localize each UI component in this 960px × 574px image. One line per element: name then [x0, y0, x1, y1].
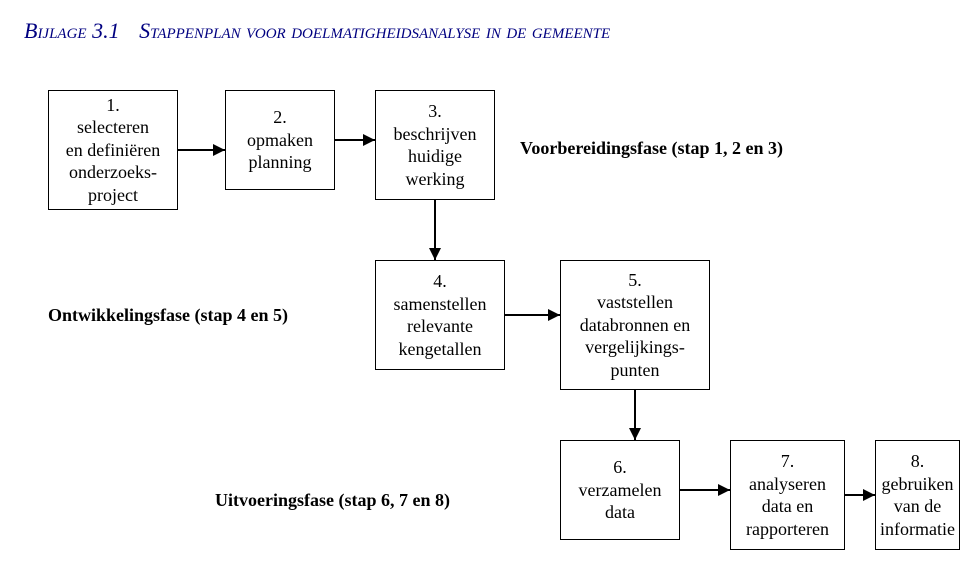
flow-node-label: 8.gebruikenvan deinformatie: [880, 450, 955, 540]
flow-node-label: 5.vaststellendatabronnen envergelijkings…: [580, 269, 690, 382]
flow-node-n2: 2.opmakenplanning: [225, 90, 335, 190]
flow-node-n7: 7.analyserendata enrapporteren: [730, 440, 845, 550]
flow-node-n5: 5.vaststellendatabronnen envergelijkings…: [560, 260, 710, 390]
page-title: Bijlage 3.1 Stappenplan voor doelmatighe…: [24, 18, 610, 44]
page: Bijlage 3.1 Stappenplan voor doelmatighe…: [0, 0, 960, 574]
flow-node-label: 3.beschrijvenhuidigewerking: [394, 100, 477, 190]
flow-node-n3: 3.beschrijvenhuidigewerking: [375, 90, 495, 200]
flow-node-label: 7.analyserendata enrapporteren: [746, 450, 829, 540]
flow-node-label: 2.opmakenplanning: [247, 106, 313, 174]
title-main: Stappenplan voor doelmatigheidsanalyse i…: [125, 18, 610, 43]
flow-node-n1: 1.selecterenen definiërenonderzoeks-proj…: [48, 90, 178, 210]
flow-node-n4: 4.samenstellenrelevantekengetallen: [375, 260, 505, 370]
flow-node-label: 4.samenstellenrelevantekengetallen: [394, 270, 487, 360]
flow-node-label: 1.selecterenen definiërenonderzoeks-proj…: [66, 94, 160, 207]
phase-label-1: Voorbereidingsfase (stap 1, 2 en 3): [520, 138, 783, 159]
flow-node-n8: 8.gebruikenvan deinformatie: [875, 440, 960, 550]
phase-label-3: Uitvoeringsfase (stap 6, 7 en 8): [215, 490, 450, 511]
title-prefix: Bijlage 3.1: [24, 18, 120, 43]
flow-node-label: 6.verzamelendata: [579, 456, 662, 524]
flow-node-n6: 6.verzamelendata: [560, 440, 680, 540]
phase-label-2: Ontwikkelingsfase (stap 4 en 5): [48, 305, 288, 326]
